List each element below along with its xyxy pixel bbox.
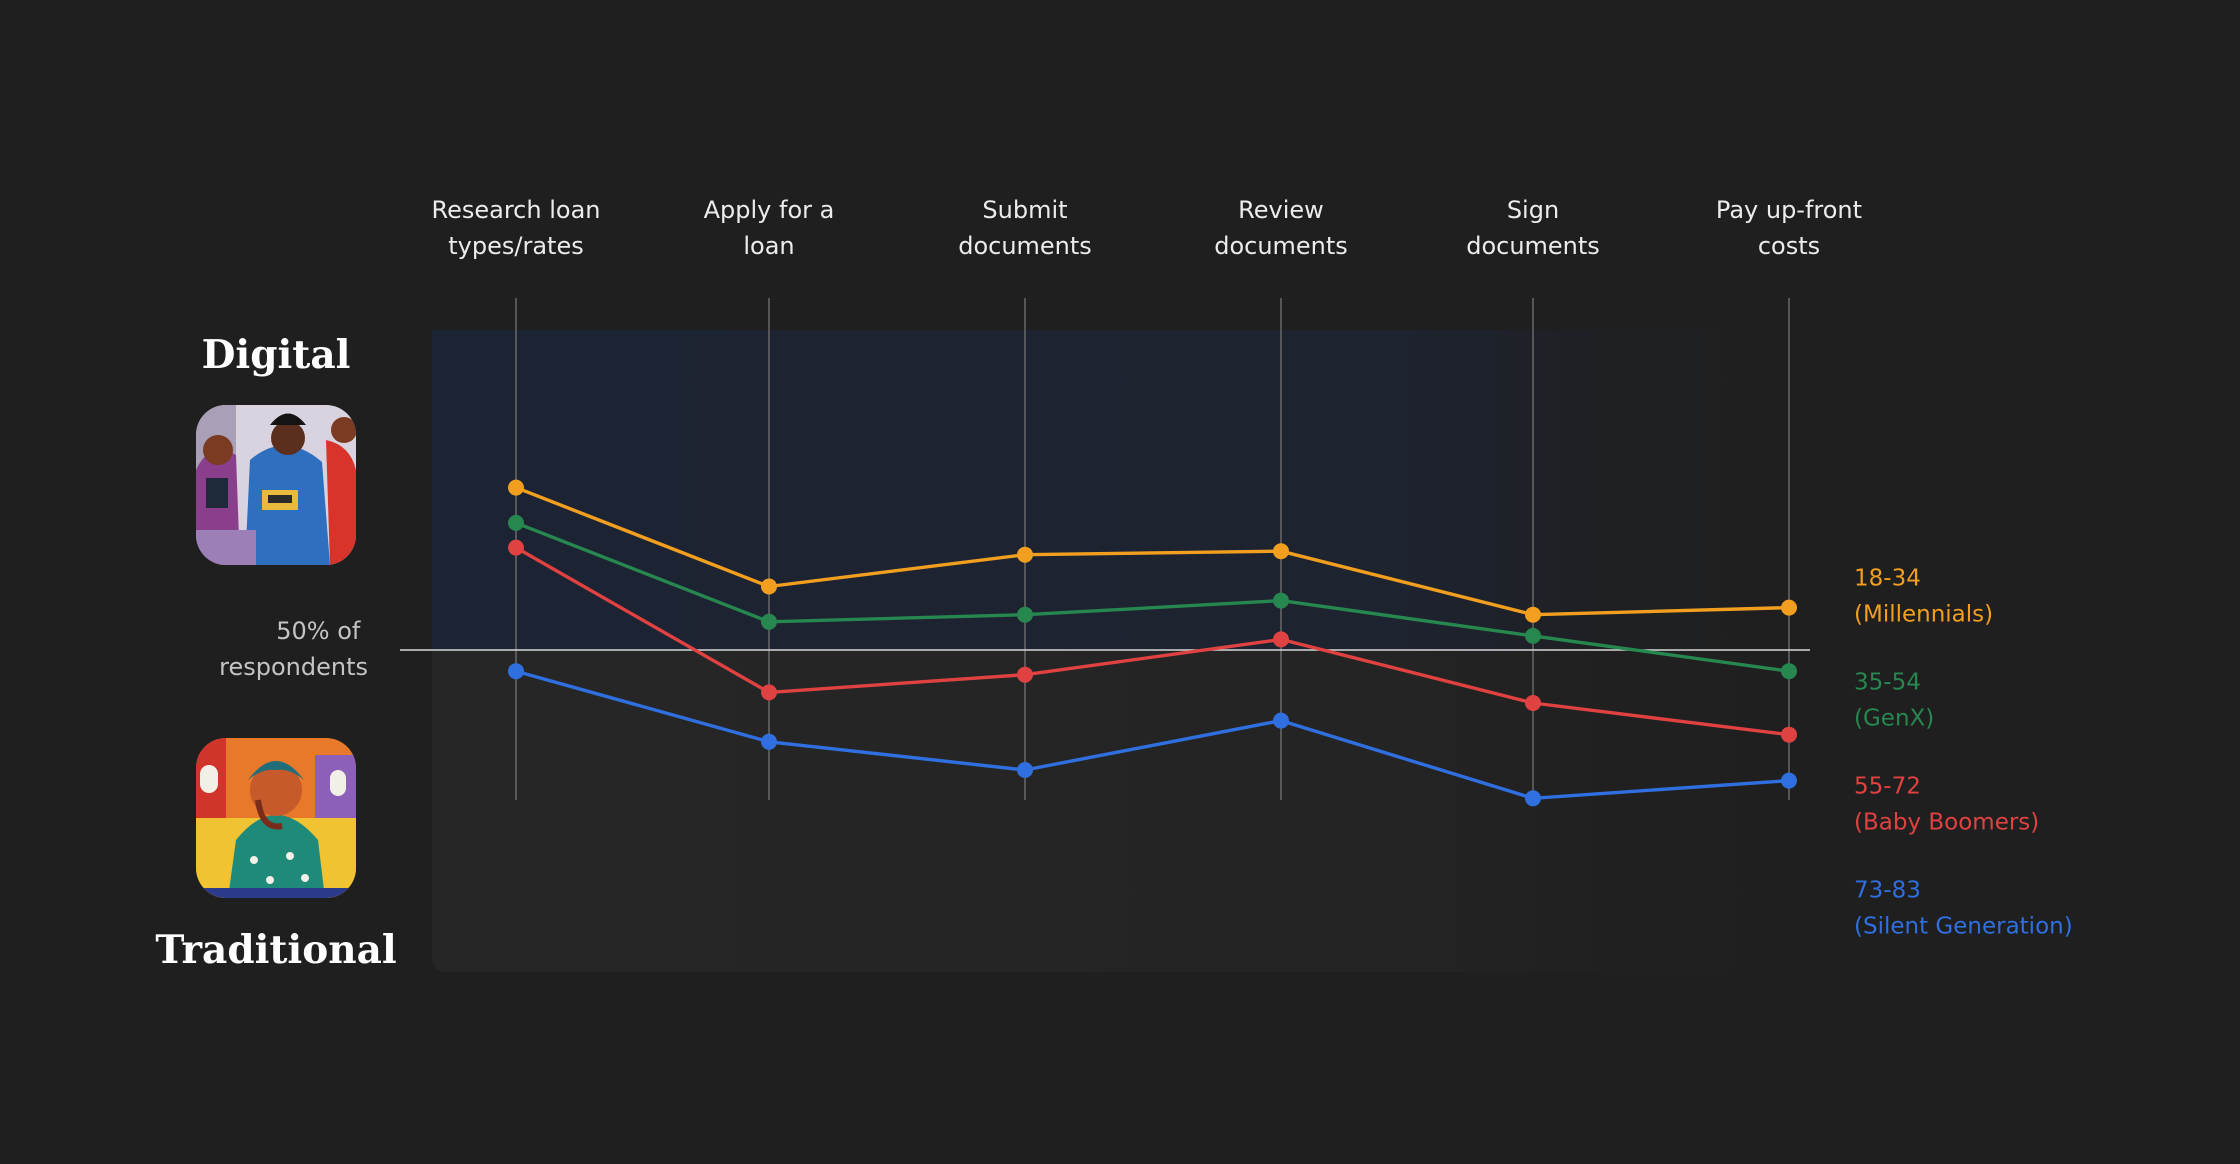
step-label-line: costs bbox=[1758, 232, 1820, 260]
step-label-line: Submit bbox=[982, 196, 1067, 224]
series-point bbox=[508, 479, 524, 496]
series-point bbox=[1273, 712, 1289, 729]
legend-entry: 73-83 (Silent Generation) bbox=[1854, 878, 2073, 940]
series-point bbox=[1017, 546, 1033, 563]
step-label-line: documents bbox=[958, 232, 1092, 260]
series-point bbox=[1781, 663, 1797, 680]
series-line bbox=[515, 669, 1790, 800]
legend-generation: (Millennials) bbox=[1854, 602, 1993, 628]
legend-age-range: 18-34 bbox=[1854, 566, 1921, 592]
step-label-line: Review bbox=[1238, 196, 1324, 224]
series-point bbox=[1017, 606, 1033, 623]
series-point bbox=[1525, 606, 1541, 623]
step-labels: Research loan types/rates Apply for a loan S… bbox=[432, 196, 1863, 260]
series-35-54 bbox=[508, 514, 1797, 680]
step-label: Pay up-front costs bbox=[1716, 196, 1862, 260]
step-label: Sign documents bbox=[1466, 196, 1600, 260]
series-18-34 bbox=[508, 479, 1797, 623]
series-73-83 bbox=[508, 663, 1797, 807]
reference-label: 50% of respondents bbox=[219, 617, 368, 681]
series-point bbox=[1525, 695, 1541, 711]
step-label: Research loan types/rates bbox=[432, 196, 601, 260]
step-label-line: Research loan bbox=[432, 196, 601, 224]
series-point bbox=[1273, 543, 1289, 560]
legend-age-range: 35-54 bbox=[1854, 670, 1921, 696]
step-label: Submit documents bbox=[958, 196, 1092, 260]
series-point bbox=[1781, 772, 1797, 789]
series-point bbox=[1525, 790, 1541, 807]
series-line bbox=[515, 486, 1790, 617]
legend-age-range: 55-72 bbox=[1854, 774, 1921, 800]
legend-generation: (Baby Boomers) bbox=[1854, 810, 2039, 836]
series-point bbox=[1017, 762, 1033, 778]
series-point bbox=[1781, 599, 1797, 616]
step-label-line: Apply for a bbox=[704, 196, 835, 224]
series-55-72 bbox=[508, 539, 1797, 743]
legend-age-range: 73-83 bbox=[1854, 878, 1921, 904]
series-point bbox=[508, 539, 524, 556]
series-line bbox=[515, 521, 1790, 673]
legend-generation: (GenX) bbox=[1854, 706, 1934, 732]
series-layer bbox=[508, 479, 1797, 807]
series-point bbox=[1781, 726, 1797, 743]
person-in-thought-illustration bbox=[196, 738, 356, 898]
step-label-line: documents bbox=[1214, 232, 1348, 260]
series-point bbox=[761, 684, 777, 701]
series-point bbox=[1273, 592, 1289, 609]
legend-generation: (Silent Generation) bbox=[1854, 914, 2073, 940]
series-point bbox=[1525, 627, 1541, 644]
legend-entry: 18-34 (Millennials) bbox=[1854, 566, 1993, 628]
traditional-pole-label: Traditional bbox=[155, 927, 396, 973]
people-using-phones-and-cards-illustration bbox=[196, 405, 356, 565]
step-label-line: Sign bbox=[1507, 196, 1559, 224]
legend-entry: 35-54 (GenX) bbox=[1854, 670, 1934, 732]
series-point bbox=[761, 578, 777, 595]
legend: 18-34 (Millennials) 35-54 (GenX) 55-72 (Baby … bbox=[1854, 566, 2073, 940]
series-point bbox=[761, 733, 777, 750]
traditional-zone bbox=[432, 650, 1810, 972]
series-line bbox=[515, 546, 1790, 737]
chart-background-zones bbox=[432, 330, 1810, 972]
legend-entry: 55-72 (Baby Boomers) bbox=[1854, 774, 2039, 836]
reference-label-line1: 50% of bbox=[276, 617, 361, 645]
reference-label-line2: respondents bbox=[219, 653, 368, 681]
digital-zone bbox=[432, 330, 1810, 650]
digital-pole-label: Digital bbox=[202, 332, 351, 378]
series-point bbox=[761, 613, 777, 630]
step-label-line: types/rates bbox=[448, 232, 583, 260]
series-point bbox=[1017, 666, 1033, 683]
step-label-line: loan bbox=[743, 232, 794, 260]
step-label-line: documents bbox=[1466, 232, 1600, 260]
series-point bbox=[1273, 631, 1289, 648]
step-label: Apply for a loan bbox=[704, 196, 835, 260]
step-label: Review documents bbox=[1214, 196, 1348, 260]
step-label-line: Pay up-front bbox=[1716, 196, 1862, 224]
series-point bbox=[508, 663, 524, 680]
series-point bbox=[508, 514, 524, 531]
